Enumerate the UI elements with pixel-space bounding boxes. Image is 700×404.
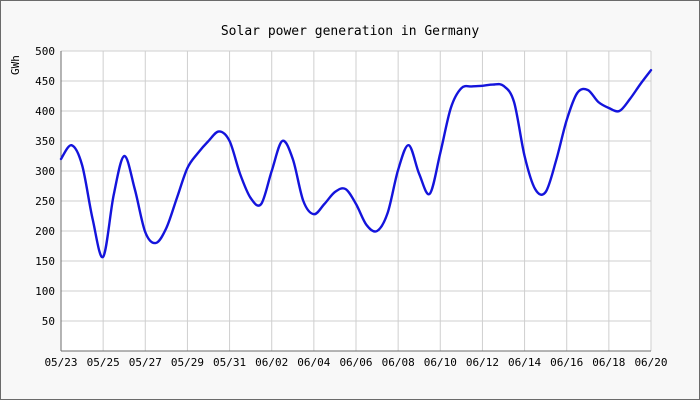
x-tick-label: 06/08 <box>382 356 415 369</box>
x-tick-label: 05/29 <box>171 356 204 369</box>
y-tick-label: 350 <box>35 135 55 148</box>
x-tick-label: 05/23 <box>44 356 77 369</box>
x-tick-label: 06/10 <box>424 356 457 369</box>
series-line-solar-generation <box>59 69 653 259</box>
axes <box>60 51 651 352</box>
x-tick-label: 06/16 <box>550 356 583 369</box>
y-tick-label: 150 <box>35 255 55 268</box>
y-tick-label: 250 <box>35 195 55 208</box>
chart-title: Solar power generation in Germany <box>221 24 479 39</box>
x-tick-label: 06/04 <box>297 356 330 369</box>
x-tick-label: 06/12 <box>466 356 499 369</box>
x-tick-label: 06/02 <box>255 356 288 369</box>
x-tick-label: 06/14 <box>508 356 541 369</box>
y-tick-labels: 50 100 150 200 250 300 350 400 450 500 <box>35 45 55 328</box>
y-tick-label: 450 <box>35 75 55 88</box>
y-axis-label: GWh <box>9 55 22 75</box>
x-tick-labels: 05/23 05/25 05/27 05/29 05/31 06/02 06/04 06/06… <box>44 356 667 369</box>
y-tick-label: 500 <box>35 45 55 58</box>
y-tick-label: 300 <box>35 165 55 178</box>
x-tick-label: 05/27 <box>129 356 162 369</box>
x-tick-label: 06/06 <box>339 356 372 369</box>
y-tick-label: 50 <box>42 315 55 328</box>
x-tick-label: 05/31 <box>213 356 246 369</box>
x-tick-label: 05/25 <box>87 356 120 369</box>
y-tick-label: 200 <box>35 225 55 238</box>
y-tick-label: 100 <box>35 285 55 298</box>
x-tick-label: 06/20 <box>634 356 667 369</box>
x-tick-label: 06/18 <box>592 356 625 369</box>
y-tick-label: 400 <box>35 105 55 118</box>
